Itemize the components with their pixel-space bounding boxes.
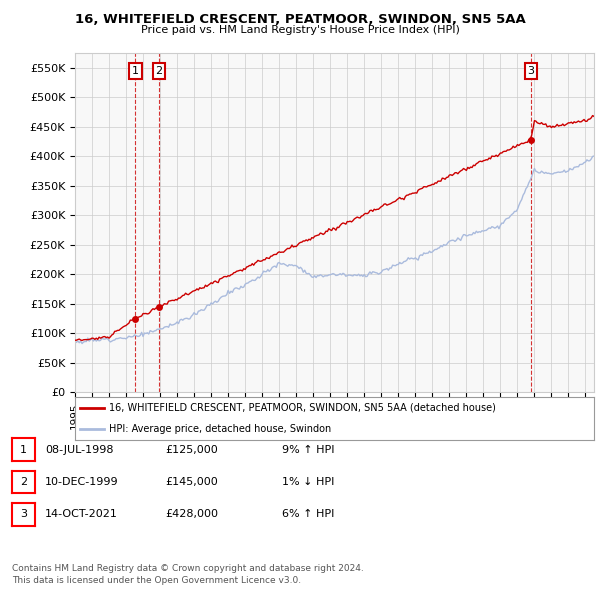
Text: 14-OCT-2021: 14-OCT-2021 [45,510,118,519]
Text: 9% ↑ HPI: 9% ↑ HPI [282,445,335,454]
Text: HPI: Average price, detached house, Swindon: HPI: Average price, detached house, Swin… [109,424,331,434]
Text: 10-DEC-1999: 10-DEC-1999 [45,477,119,487]
Text: Contains HM Land Registry data © Crown copyright and database right 2024.
This d: Contains HM Land Registry data © Crown c… [12,565,364,585]
Text: 3: 3 [527,66,535,76]
Text: Price paid vs. HM Land Registry's House Price Index (HPI): Price paid vs. HM Land Registry's House … [140,25,460,35]
Text: 08-JUL-1998: 08-JUL-1998 [45,445,113,454]
Text: 6% ↑ HPI: 6% ↑ HPI [282,510,334,519]
Text: £428,000: £428,000 [165,510,218,519]
Text: 1: 1 [20,445,27,454]
Text: £145,000: £145,000 [165,477,218,487]
Text: 16, WHITEFIELD CRESCENT, PEATMOOR, SWINDON, SN5 5AA (detached house): 16, WHITEFIELD CRESCENT, PEATMOOR, SWIND… [109,403,496,412]
Text: 2: 2 [20,477,27,487]
Text: 1% ↓ HPI: 1% ↓ HPI [282,477,334,487]
Text: 2: 2 [155,66,163,76]
Text: 3: 3 [20,510,27,519]
Text: 1: 1 [132,66,139,76]
Text: £125,000: £125,000 [165,445,218,454]
Text: 16, WHITEFIELD CRESCENT, PEATMOOR, SWINDON, SN5 5AA: 16, WHITEFIELD CRESCENT, PEATMOOR, SWIND… [74,13,526,26]
